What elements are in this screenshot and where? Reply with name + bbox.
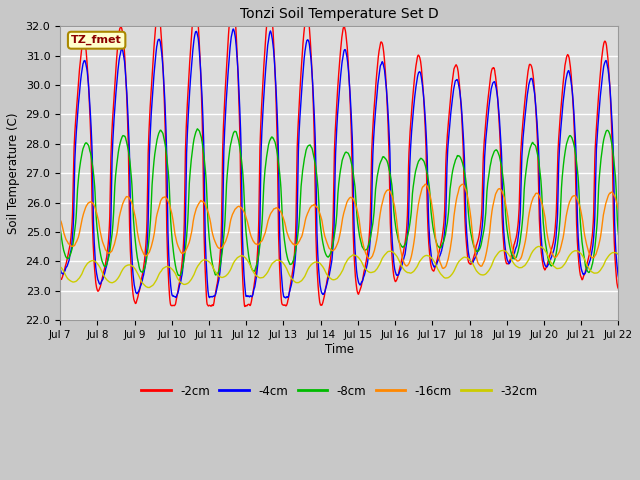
-16cm [614, 207, 622, 213]
-2cm [500, 241, 508, 247]
-2cm [180, 220, 188, 226]
-8cm [244, 244, 252, 250]
-8cm [427, 203, 435, 209]
-32cm [243, 257, 251, 263]
Y-axis label: Soil Temperature (C): Soil Temperature (C) [7, 112, 20, 234]
-32cm [145, 285, 153, 290]
-2cm [549, 241, 557, 247]
Line: -4cm: -4cm [60, 29, 618, 298]
-32cm [614, 252, 622, 257]
-32cm [181, 282, 189, 288]
-4cm [500, 226, 508, 232]
-4cm [180, 248, 188, 254]
-16cm [56, 218, 64, 224]
Text: TZ_fmet: TZ_fmet [71, 35, 122, 45]
-4cm [167, 283, 175, 288]
-16cm [549, 252, 557, 258]
-32cm [535, 243, 543, 249]
-32cm [499, 248, 507, 253]
-8cm [614, 232, 622, 238]
-8cm [175, 273, 183, 278]
-16cm [426, 193, 434, 199]
-16cm [500, 193, 508, 199]
Legend: -2cm, -4cm, -8cm, -16cm, -32cm: -2cm, -4cm, -8cm, -16cm, -32cm [136, 380, 542, 402]
Title: Tonzi Soil Temperature Set D: Tonzi Soil Temperature Set D [240, 7, 438, 21]
-16cm [421, 181, 429, 187]
-2cm [614, 286, 622, 292]
-8cm [500, 180, 508, 186]
-8cm [167, 218, 175, 224]
-16cm [439, 265, 447, 271]
-4cm [427, 248, 435, 253]
Line: -2cm: -2cm [60, 1, 618, 307]
-4cm [549, 250, 557, 255]
-32cm [426, 254, 434, 260]
-4cm [614, 274, 622, 280]
-4cm [282, 295, 289, 301]
-2cm [56, 275, 64, 280]
-32cm [56, 264, 64, 270]
-2cm [241, 304, 249, 310]
-2cm [427, 261, 435, 267]
Line: -32cm: -32cm [60, 246, 618, 288]
-2cm [228, 0, 236, 4]
-8cm [56, 225, 64, 231]
-16cm [180, 250, 188, 255]
-2cm [244, 302, 252, 308]
X-axis label: Time: Time [324, 343, 354, 356]
-4cm [229, 26, 237, 32]
-8cm [549, 262, 557, 267]
-8cm [181, 252, 189, 258]
-4cm [243, 293, 251, 299]
-32cm [549, 263, 557, 268]
Line: -8cm: -8cm [60, 129, 618, 276]
-16cm [167, 206, 175, 212]
-32cm [167, 265, 175, 271]
-16cm [243, 216, 251, 222]
Line: -16cm: -16cm [60, 184, 618, 268]
-4cm [56, 265, 64, 271]
-2cm [167, 302, 175, 308]
-8cm [194, 126, 202, 132]
